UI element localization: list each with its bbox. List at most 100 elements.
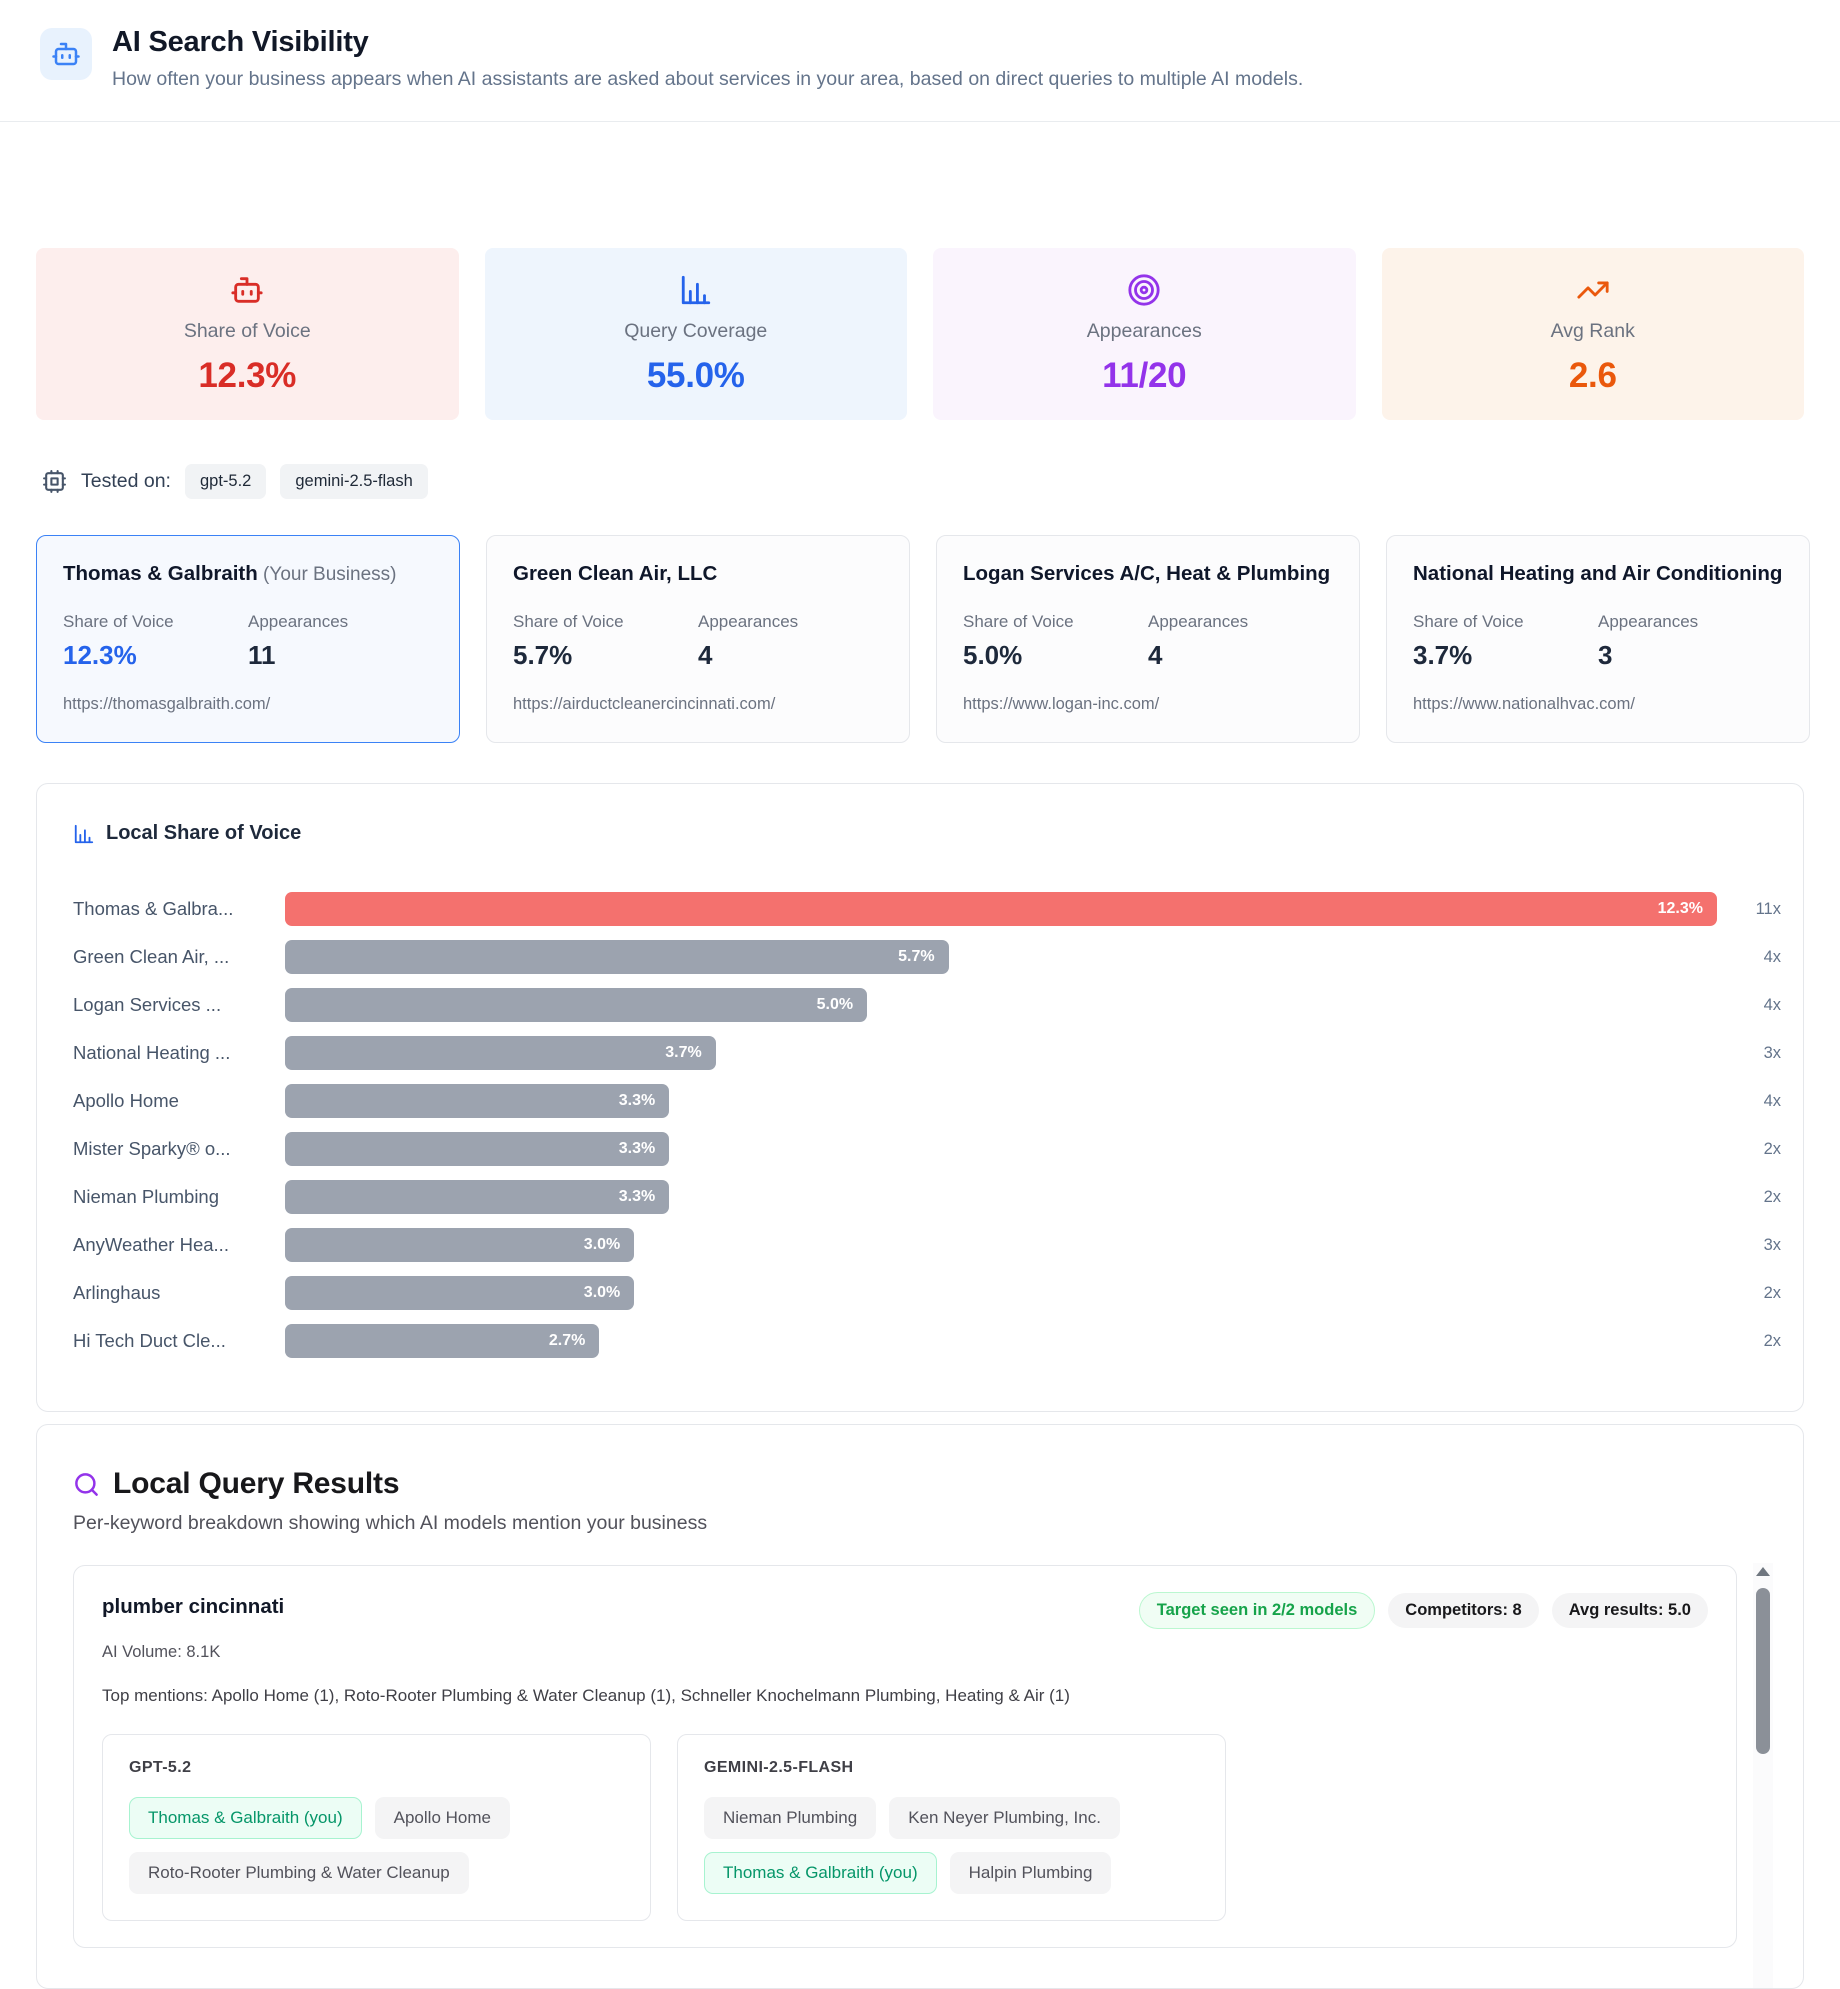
target-icon	[1127, 273, 1161, 307]
mention-chip: Thomas & Galbraith (you)	[704, 1852, 937, 1894]
chart-row: Apollo Home 3.3% 4x	[73, 1077, 1783, 1125]
bar: 5.7%	[285, 940, 949, 974]
chart-row-count: 2x	[1763, 1139, 1781, 1158]
chart-row: Hi Tech Duct Cle... 2.7% 2x	[73, 1317, 1783, 1365]
chart-row-count: 11x	[1755, 899, 1781, 918]
appearances-label: Appearances	[1148, 612, 1249, 631]
avg-results-badge: Avg results: 5.0	[1551, 1593, 1708, 1628]
sov-label: Share of Voice	[963, 612, 1074, 631]
business-card-competitor[interactable]: Logan Services A/C, Heat & Plumbing Shar…	[936, 535, 1360, 743]
ai-volume: AI Volume: 8.1K	[102, 1643, 221, 1661]
appearances-value: 4	[698, 640, 713, 670]
business-url: https://thomasgalbraith.com/	[63, 695, 271, 713]
scrollbar-thumb[interactable]	[1756, 1588, 1770, 1754]
chart-row-count: 4x	[1763, 1091, 1781, 1110]
metric-card-avg-rank: Avg Rank 2.6	[1381, 248, 1804, 420]
appearances-label: Appearances	[1598, 612, 1699, 631]
chart-row-count: 2x	[1763, 1187, 1781, 1206]
chart-row: Mister Sparky® o... 3.3% 2x	[73, 1125, 1783, 1173]
tested-on-label: Tested on:	[81, 470, 171, 492]
metric-card-appearances: Appearances 11/20	[933, 248, 1356, 420]
business-url: https://airductcleanercincinnati.com/	[513, 695, 776, 713]
business-url: https://www.logan-inc.com/	[963, 695, 1160, 713]
appearances-value: 4	[1148, 640, 1163, 670]
page-title: AI Search Visibility	[112, 26, 369, 58]
chart-row-count: 2x	[1763, 1283, 1781, 1302]
bar: 3.3%	[285, 1180, 670, 1214]
bar: 3.7%	[285, 1036, 716, 1070]
metric-label: Query Coverage	[624, 319, 768, 342]
business-card-competitor[interactable]: Green Clean Air, LLC Share of Voice 5.7%…	[486, 535, 910, 743]
chart-row-label: Nieman Plumbing	[73, 1186, 220, 1207]
bar: 3.3%	[285, 1132, 670, 1166]
sov-label: Share of Voice	[513, 612, 624, 631]
mention-chip: Ken Neyer Plumbing, Inc.	[889, 1797, 1120, 1839]
business-name: Logan Services A/C, Heat & Plumbing	[963, 562, 1331, 585]
chart-row: Green Clean Air, ... 5.7% 4x	[73, 933, 1783, 981]
metric-value: 55.0%	[646, 355, 745, 395]
metric-card-query-coverage: Query Coverage 55.0%	[484, 248, 907, 420]
chart-row: Arlinghaus 3.0% 2x	[73, 1269, 1783, 1317]
bar-chart-icon	[74, 824, 94, 843]
chart-row: Logan Services ... 5.0% 4x	[73, 981, 1783, 1029]
metric-value: 12.3%	[198, 355, 297, 395]
chart-row-count: 3x	[1763, 1235, 1781, 1254]
bar: 5.0%	[285, 988, 868, 1022]
business-url: https://www.nationalhvac.com/	[1413, 695, 1635, 713]
bar: 3.3%	[285, 1084, 670, 1118]
appearances-label: Appearances	[248, 612, 349, 631]
chart-row-label: Green Clean Air, ...	[73, 946, 230, 967]
chart-row-label: Logan Services ...	[73, 994, 222, 1015]
chart-row-count: 3x	[1763, 1043, 1781, 1062]
business-name: Thomas & Galbraith (Your Business)	[63, 562, 397, 585]
mention-chip: Thomas & Galbraith (you)	[129, 1797, 362, 1839]
tested-model-chip: gpt-5.2	[184, 464, 267, 499]
local-share-of-voice-panel: Local Share of Voice Thomas & Galbra... …	[36, 783, 1804, 1412]
chart-row-label: National Heating ...	[73, 1042, 231, 1063]
page-header: AI Search Visibility How often your busi…	[0, 0, 1840, 122]
sov-value: 3.7%	[1413, 640, 1473, 670]
business-card-competitor[interactable]: National Heating and Air Conditioning Sh…	[1386, 535, 1810, 743]
metric-label: Appearances	[1086, 319, 1202, 342]
scroll-up-arrow-icon[interactable]	[1756, 1567, 1770, 1576]
model-panel-gemini: GEMINI-2.5-FLASH Nieman Plumbing Ken Ney…	[677, 1734, 1226, 1921]
model-name: GEMINI-2.5-FLASH	[704, 1759, 854, 1776]
mention-chip: Roto-Rooter Plumbing & Water Cleanup	[129, 1852, 469, 1894]
sov-label: Share of Voice	[63, 612, 174, 631]
appearances-label: Appearances	[698, 612, 799, 631]
metric-label: Share of Voice	[183, 319, 311, 342]
tested-on-row: Tested on: gpt-5.2 gemini-2.5-flash	[42, 464, 1804, 499]
appearances-value: 11	[248, 640, 276, 670]
appearances-value: 3	[1598, 640, 1613, 670]
business-name: National Heating and Air Conditioning	[1413, 562, 1783, 585]
bar: 2.7%	[285, 1324, 600, 1358]
metric-value: 11/20	[1102, 355, 1187, 395]
tested-model-chip: gemini-2.5-flash	[280, 464, 428, 499]
robot-icon	[230, 273, 264, 307]
business-card-your-business[interactable]: Thomas & Galbraith (Your Business) Share…	[36, 535, 460, 743]
bar: 3.0%	[285, 1276, 635, 1310]
chart-row: Nieman Plumbing 3.3% 2x	[73, 1173, 1783, 1221]
chart-row-count: 4x	[1763, 947, 1781, 966]
chart-row-count: 4x	[1763, 995, 1781, 1014]
section-subtitle: Per-keyword breakdown showing which AI m…	[73, 1512, 708, 1534]
chart-row: AnyWeather Hea... 3.0% 3x	[73, 1221, 1783, 1269]
section-title: Local Query Results	[113, 1467, 400, 1500]
query-keyword: plumber cincinnati	[102, 1595, 285, 1618]
search-icon	[75, 1472, 98, 1496]
business-cards-row: Thomas & Galbraith (Your Business) Share…	[36, 535, 1810, 743]
chart-title: Local Share of Voice	[106, 822, 302, 844]
chart-row-count: 2x	[1763, 1331, 1781, 1350]
sov-value: 12.3%	[63, 640, 137, 670]
competitors-badge: Competitors: 8	[1388, 1593, 1539, 1628]
sov-value: 5.0%	[963, 640, 1023, 670]
metrics-row: Share of Voice 12.3% Query Coverage 55.0…	[36, 248, 1804, 420]
business-name: Green Clean Air, LLC	[513, 562, 718, 585]
scrollbar-track[interactable]	[1753, 1563, 1773, 1988]
top-mentions: Top mentions: Apollo Home (1), Roto-Root…	[102, 1686, 1070, 1705]
query-card[interactable]: plumber cincinnati Target seen in 2/2 mo…	[73, 1565, 1737, 1948]
page-subtitle: How often your business appears when AI …	[112, 68, 1304, 90]
chart-row-label: Thomas & Galbra...	[73, 898, 234, 919]
model-panel-gpt: GPT-5.2 Thomas & Galbraith (you) Apollo …	[102, 1734, 651, 1921]
mention-chip: Apollo Home	[374, 1797, 510, 1839]
